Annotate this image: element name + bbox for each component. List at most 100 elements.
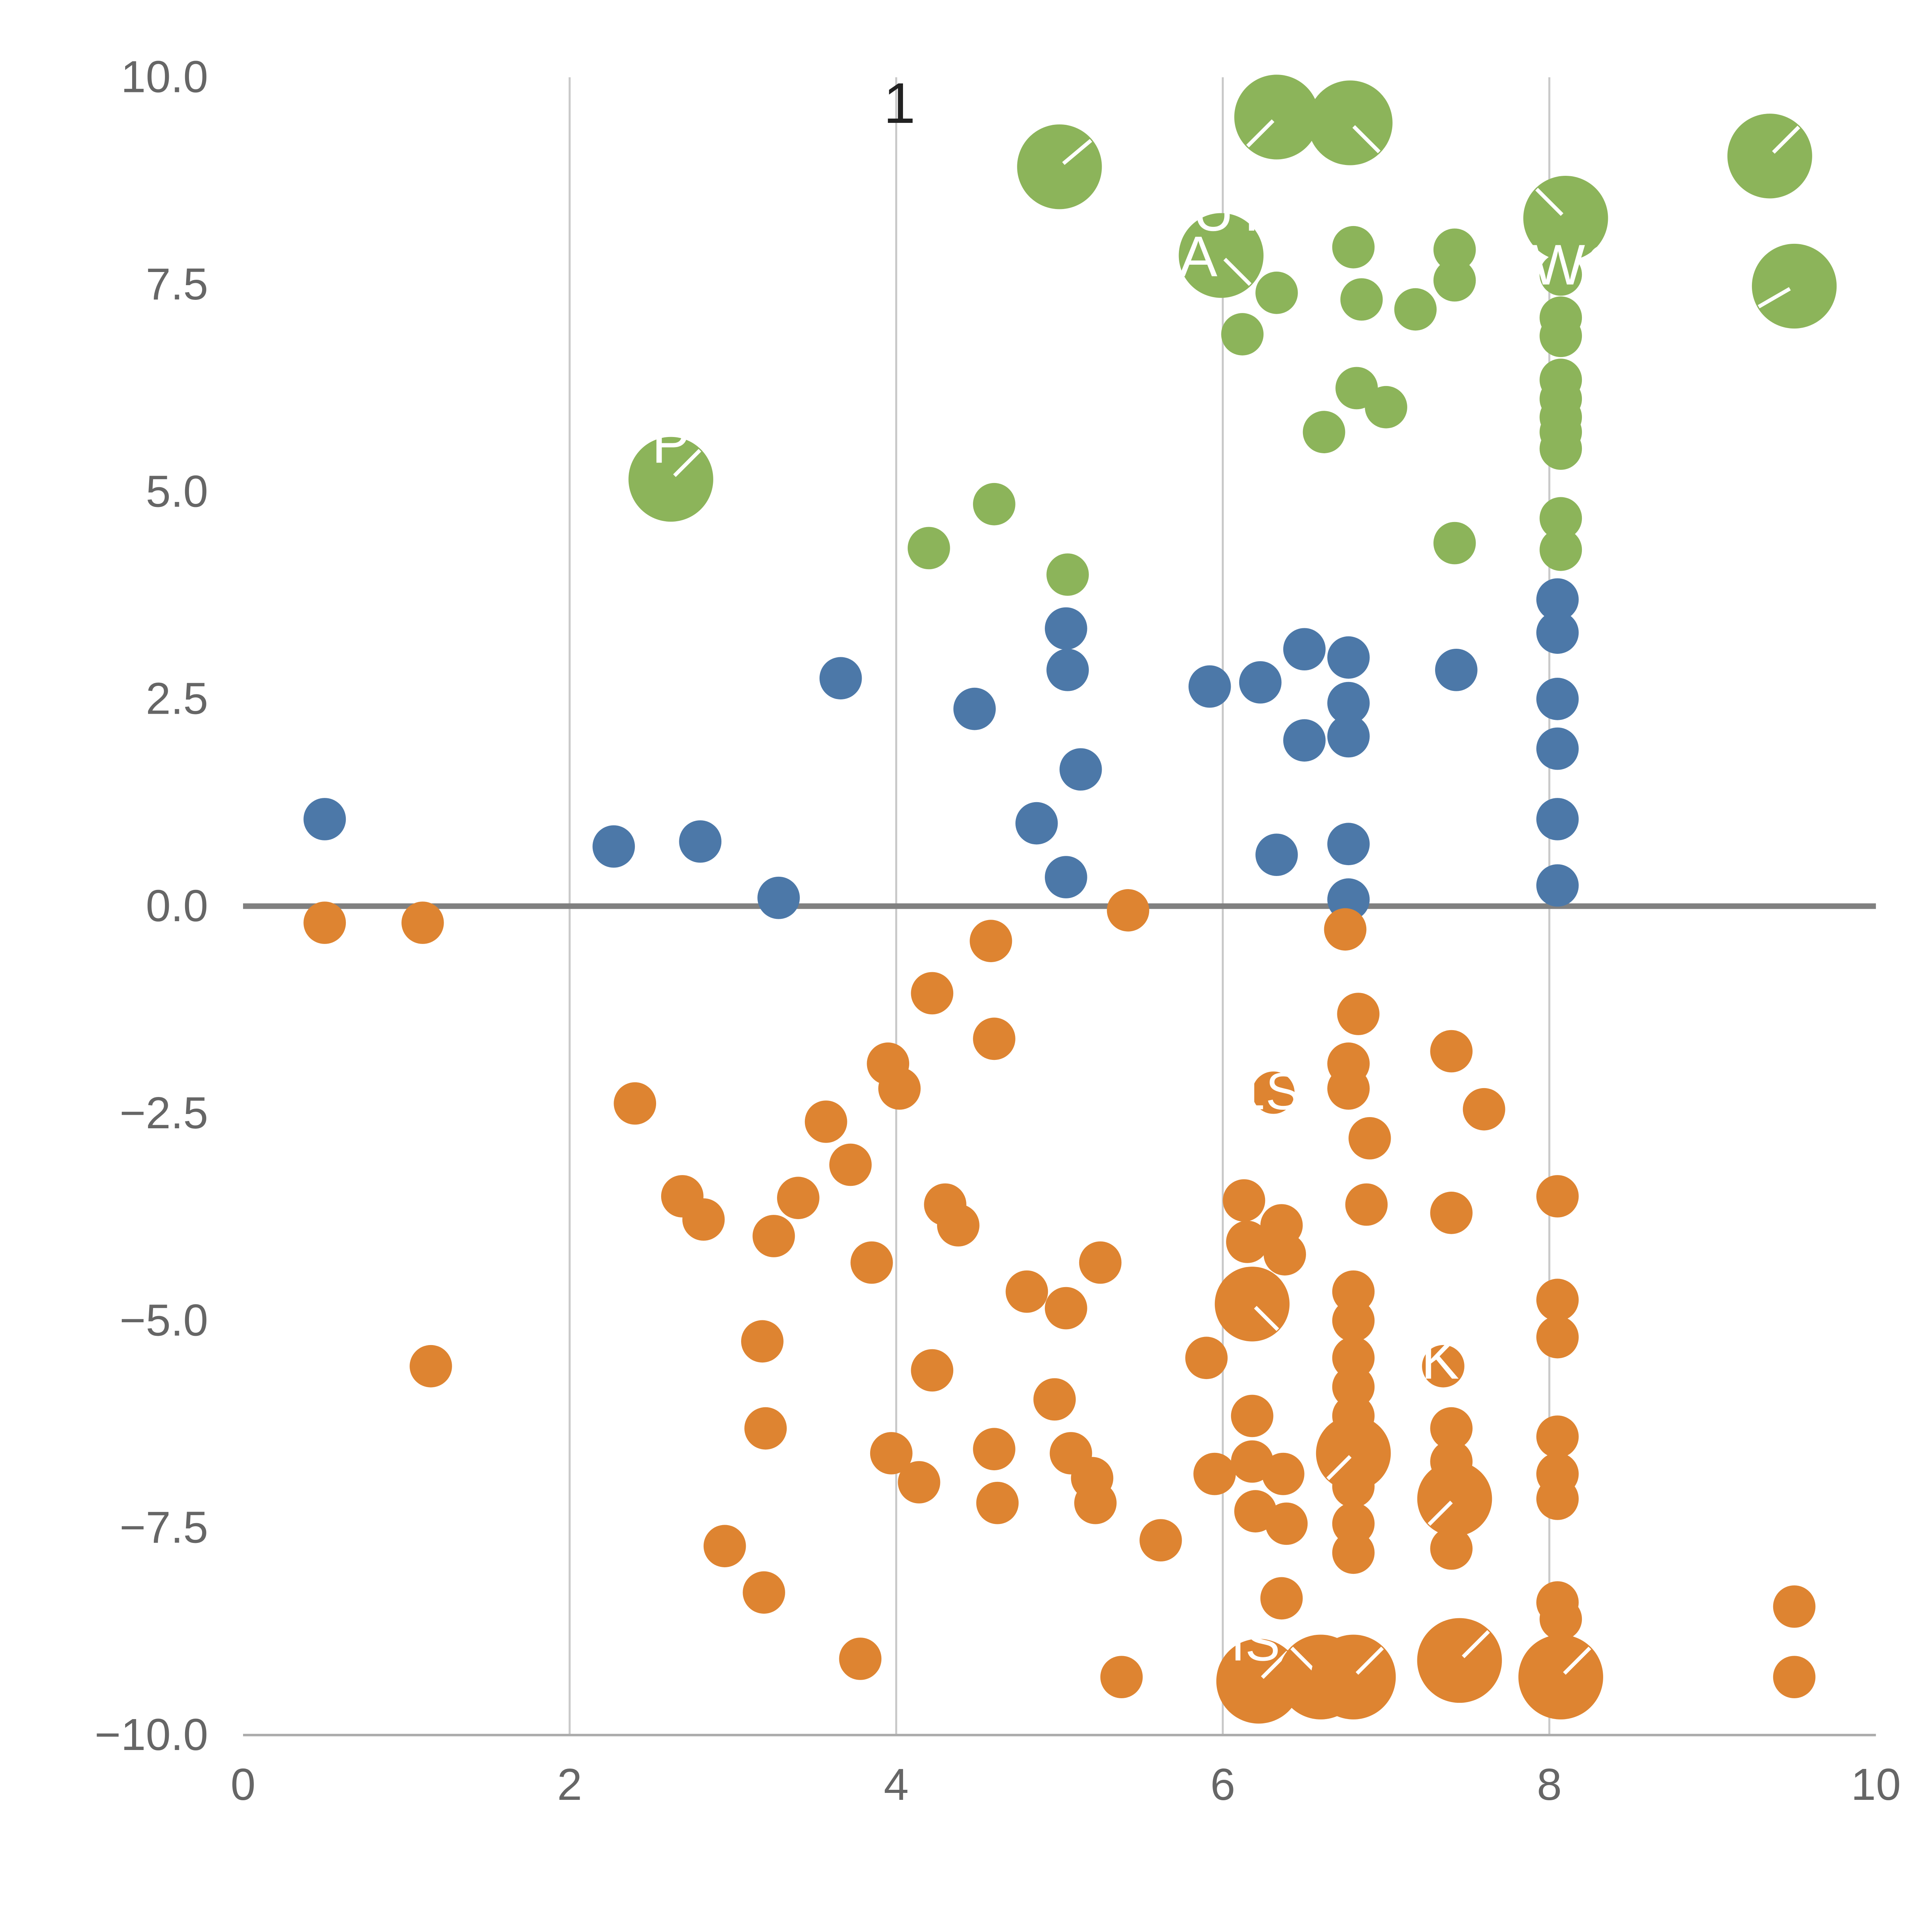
scatter-point-orange [1536, 1279, 1579, 1321]
scatter-point-orange [1417, 1618, 1502, 1703]
scatter-point-orange [1107, 889, 1150, 932]
scatter-point-orange [1264, 1233, 1306, 1276]
scatter-point-orange [1185, 1337, 1228, 1379]
scatter-point-blue [303, 798, 346, 840]
scatter-point-orange [1332, 1337, 1375, 1379]
scatter-point-green [1539, 253, 1582, 296]
bubble-slash [1535, 188, 1564, 216]
y-tick-label: −5.0 [119, 1295, 208, 1345]
scatter-point-orange [839, 1638, 882, 1680]
scatter-point-blue [1327, 823, 1370, 866]
scatter-point-orange [1536, 1175, 1579, 1218]
scatter-point-orange [1332, 1502, 1375, 1545]
scatter-point-blue [1327, 682, 1370, 724]
x-tick-label: 2 [557, 1759, 582, 1810]
scatter-point-orange [1539, 1598, 1582, 1640]
scatter-point-orange [1332, 1465, 1375, 1508]
scatter-point-orange [976, 1481, 1019, 1524]
scatter-point-orange [1260, 1577, 1303, 1620]
scatter-point-green [1433, 228, 1476, 271]
scatter-point-green [1539, 497, 1582, 540]
scatter-point-green [1539, 528, 1582, 571]
bubble-slash [1223, 258, 1252, 286]
scatter-point-blue [1536, 798, 1579, 840]
scatter-point-orange [741, 1320, 784, 1363]
bubble-slash [673, 449, 701, 477]
bubble-slash [1563, 1646, 1591, 1675]
bubble-slash [1427, 1500, 1453, 1526]
scatter-point-green [1394, 288, 1437, 331]
scatter-point-orange [878, 1067, 921, 1110]
scatter-point-orange [1430, 1192, 1473, 1234]
scatter-point-green [1017, 124, 1102, 209]
x-tick-label: 8 [1537, 1759, 1562, 1810]
scatter-point-green [1752, 243, 1837, 329]
scatter-point-green [1433, 259, 1476, 302]
bubble-slash [1254, 1306, 1279, 1331]
scatter-point-blue [819, 657, 862, 700]
scatter-point-orange [1430, 1407, 1473, 1450]
bubble-slash [1462, 1630, 1490, 1658]
bubble-label: 1S [1236, 1062, 1301, 1121]
bubble-label: UT [1193, 179, 1269, 243]
scatter-point-orange [1262, 1452, 1304, 1495]
scatter-point-blue [1536, 864, 1579, 907]
y-tick-label: 5.0 [146, 466, 208, 516]
scatter-point-orange [777, 1177, 820, 1219]
y-tick-label: −10.0 [95, 1709, 208, 1760]
bubble-label: WC [1531, 233, 1626, 297]
scatter-point-orange [1422, 1345, 1464, 1388]
scatter-point-green [1539, 427, 1582, 470]
scatter-point-orange [804, 1100, 847, 1143]
scatter-point-blue [1435, 648, 1478, 691]
x-tick-label: 0 [231, 1759, 256, 1810]
scatter-point-orange [898, 1461, 940, 1503]
scatter-point-green [1303, 411, 1345, 453]
scatter-point-orange [1327, 1067, 1370, 1110]
scatter-point-orange [973, 1017, 1015, 1060]
y-tick-label: −2.5 [119, 1088, 208, 1138]
scatter-point-orange [1345, 1183, 1388, 1226]
scatter-point-orange [1311, 1634, 1396, 1719]
scatter-point-blue [1239, 661, 1282, 704]
scatter-point-green [1221, 313, 1264, 355]
bubble-slash [1261, 1651, 1289, 1679]
scatter-point-orange [1252, 1071, 1295, 1114]
scatter-point-blue [1046, 648, 1089, 691]
scatter-point-orange [752, 1215, 795, 1257]
scatter-point-green [1365, 386, 1407, 429]
scatter-point-orange [1324, 908, 1367, 951]
scatter-point-orange [973, 1428, 1015, 1471]
scatter-point-blue [679, 820, 722, 863]
scatter-point-orange [870, 1432, 913, 1475]
scatter-point-orange [1214, 1267, 1290, 1342]
scatter-point-orange [1349, 1117, 1391, 1160]
scatter-point-orange [1005, 1270, 1048, 1313]
scatter-point-orange [614, 1082, 656, 1125]
scatter-point-green [908, 527, 950, 570]
scatter-point-orange [969, 920, 1012, 963]
y-tick-label: 10.0 [121, 52, 208, 102]
scatter-point-blue [1536, 578, 1579, 621]
scatter-point-blue [1327, 715, 1370, 758]
scatter-point-orange [401, 901, 444, 944]
bubble-label: 1 [884, 71, 916, 135]
scatter-point-blue [1327, 636, 1370, 679]
scatter-point-orange [744, 1407, 787, 1450]
scatter-point-orange [410, 1345, 452, 1388]
scatter-point-green [1340, 278, 1383, 321]
scatter-point-orange [1033, 1378, 1076, 1421]
y-tick-label: 2.5 [146, 673, 208, 724]
scatter-point-blue [1045, 856, 1087, 898]
scatter-point-orange [743, 1571, 785, 1614]
scatter-point-orange [1417, 1461, 1492, 1536]
scatter-point-orange [1518, 1634, 1603, 1719]
scatter-point-orange [1045, 1287, 1087, 1330]
scatter-point-blue [953, 687, 996, 730]
bubble-slash [1062, 139, 1092, 165]
scatter-point-blue [1536, 678, 1579, 720]
scatter-point-blue [1188, 665, 1231, 708]
bubble-slash [1757, 287, 1791, 308]
